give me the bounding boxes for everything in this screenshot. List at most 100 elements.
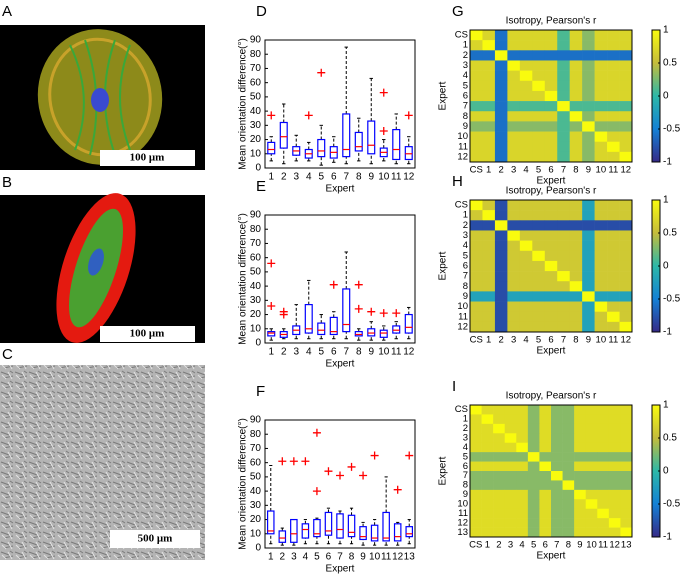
y-axis-label: Mean orientation difference(°) (238, 418, 249, 550)
heatmap-cell (494, 131, 508, 142)
heatmap-cell (482, 151, 496, 163)
heatmap-cell (608, 423, 621, 434)
y-tick-label: 3 (463, 60, 468, 71)
heatmap-cell (594, 220, 608, 231)
heatmap-cell (470, 101, 483, 112)
heatmap-cell (574, 414, 587, 425)
heatmap-cell (504, 461, 517, 472)
heatmap-cell (532, 230, 546, 241)
heatmap-cell (519, 271, 533, 282)
heatmap-cell (557, 50, 570, 61)
y-tick-label: 6 (463, 461, 468, 472)
heatmap-cell (551, 414, 563, 425)
heatmap-cell (481, 452, 494, 462)
y-tick-label: CS (455, 404, 468, 415)
heatmap-cell (493, 480, 506, 491)
outlier (405, 451, 414, 460)
heatmap-cell (562, 480, 575, 491)
box (370, 524, 379, 542)
x-axis-label: Expert (326, 184, 355, 195)
heatmap-cell (607, 70, 620, 82)
panel-letter: F (256, 383, 265, 400)
heatmap-cell (619, 30, 633, 41)
heatmap-cell (539, 508, 552, 519)
heatmap-cell (494, 141, 508, 153)
y-tick-label: 80 (250, 49, 262, 60)
x-tick-label: 8 (573, 335, 578, 346)
heatmap-cell (582, 90, 595, 102)
heatmap-cell (585, 414, 598, 425)
box (329, 316, 338, 336)
x-tick-label: 11 (598, 540, 608, 551)
x-tick-label: 8 (566, 540, 571, 551)
y-tick-label: 5 (463, 80, 468, 91)
heatmap-cell (516, 461, 529, 472)
heatmap-cell (551, 405, 563, 415)
heatmap-cell (594, 131, 608, 142)
heatmap-cell (569, 141, 583, 153)
heatmap-cell (539, 433, 552, 444)
y-tick-label: 3 (463, 433, 468, 444)
heatmap-cell (532, 311, 546, 323)
x-tick-label: 1 (486, 335, 491, 346)
heatmap-cell (569, 220, 583, 231)
heatmap-cell (532, 151, 546, 163)
y-tick-label: 4 (463, 240, 468, 251)
chart-title: Isotropy, Pearson's r (506, 391, 597, 402)
heatmap-cell (482, 40, 496, 51)
heatmap-cell (557, 30, 570, 41)
heatmap-cell (569, 131, 583, 142)
heatmap-cell (562, 471, 575, 481)
chart-title: Isotropy, Pearson's r (506, 186, 597, 197)
heatmap-cell (544, 271, 558, 282)
heatmap-cell (494, 220, 508, 231)
x-tick-label: 10 (596, 335, 607, 346)
heatmap-cell (519, 131, 533, 142)
x-tick-label: 11 (608, 335, 618, 346)
colorbar-tick-label: 0 (663, 91, 669, 102)
heatmap-cell (557, 301, 570, 312)
heatmap-cell (569, 50, 583, 61)
heatmap-cell (607, 220, 620, 231)
heatmap-cell (619, 101, 633, 112)
y-tick-label: 5 (463, 451, 468, 462)
x-tick-label: 5 (531, 540, 536, 551)
heatmap-cell (482, 271, 496, 282)
y-tick-label: 6 (463, 91, 468, 102)
heatmap-cell (516, 499, 529, 510)
heatmap-cell (619, 220, 633, 231)
heatmap-cell (494, 40, 508, 51)
y-tick-label: 11 (458, 311, 468, 322)
heatmap-cell (527, 518, 540, 528)
heatmap-cell (619, 121, 633, 132)
heatmap-cell (481, 442, 494, 453)
heatmap-cell (620, 508, 633, 519)
heatmap-cell (527, 499, 540, 510)
heatmap-cell (619, 240, 633, 252)
y-tick-label: 12 (457, 151, 468, 162)
y-tick-label: 8 (463, 111, 468, 122)
heatmap-cell (597, 461, 610, 472)
heatmap-cell (608, 461, 621, 472)
heatmap-cell (582, 121, 595, 132)
heatmap-cell (582, 60, 595, 71)
y-tick-label: 1 (463, 40, 468, 51)
y-axis-label: Expert (438, 81, 449, 110)
heatmap-cell (620, 433, 633, 444)
heatmap-cell (516, 489, 529, 500)
heatmap-cell (532, 271, 546, 282)
heatmap-cell (470, 131, 483, 142)
x-tick-label: 7 (561, 335, 566, 346)
outlier (324, 467, 333, 476)
heatmap-cell (507, 60, 521, 71)
heatmap-cell (470, 80, 483, 92)
heatmap-cell (597, 489, 610, 500)
heatmap-cell (544, 50, 558, 61)
heatmap-cell (607, 230, 620, 241)
heatmap-cell (482, 141, 496, 153)
heatmap-cell (585, 499, 598, 510)
heatmap-cell (516, 423, 529, 434)
colorbar-tick-label: -1 (663, 157, 672, 168)
heatmap-cell (527, 471, 540, 481)
heatmap-cell (516, 452, 529, 462)
